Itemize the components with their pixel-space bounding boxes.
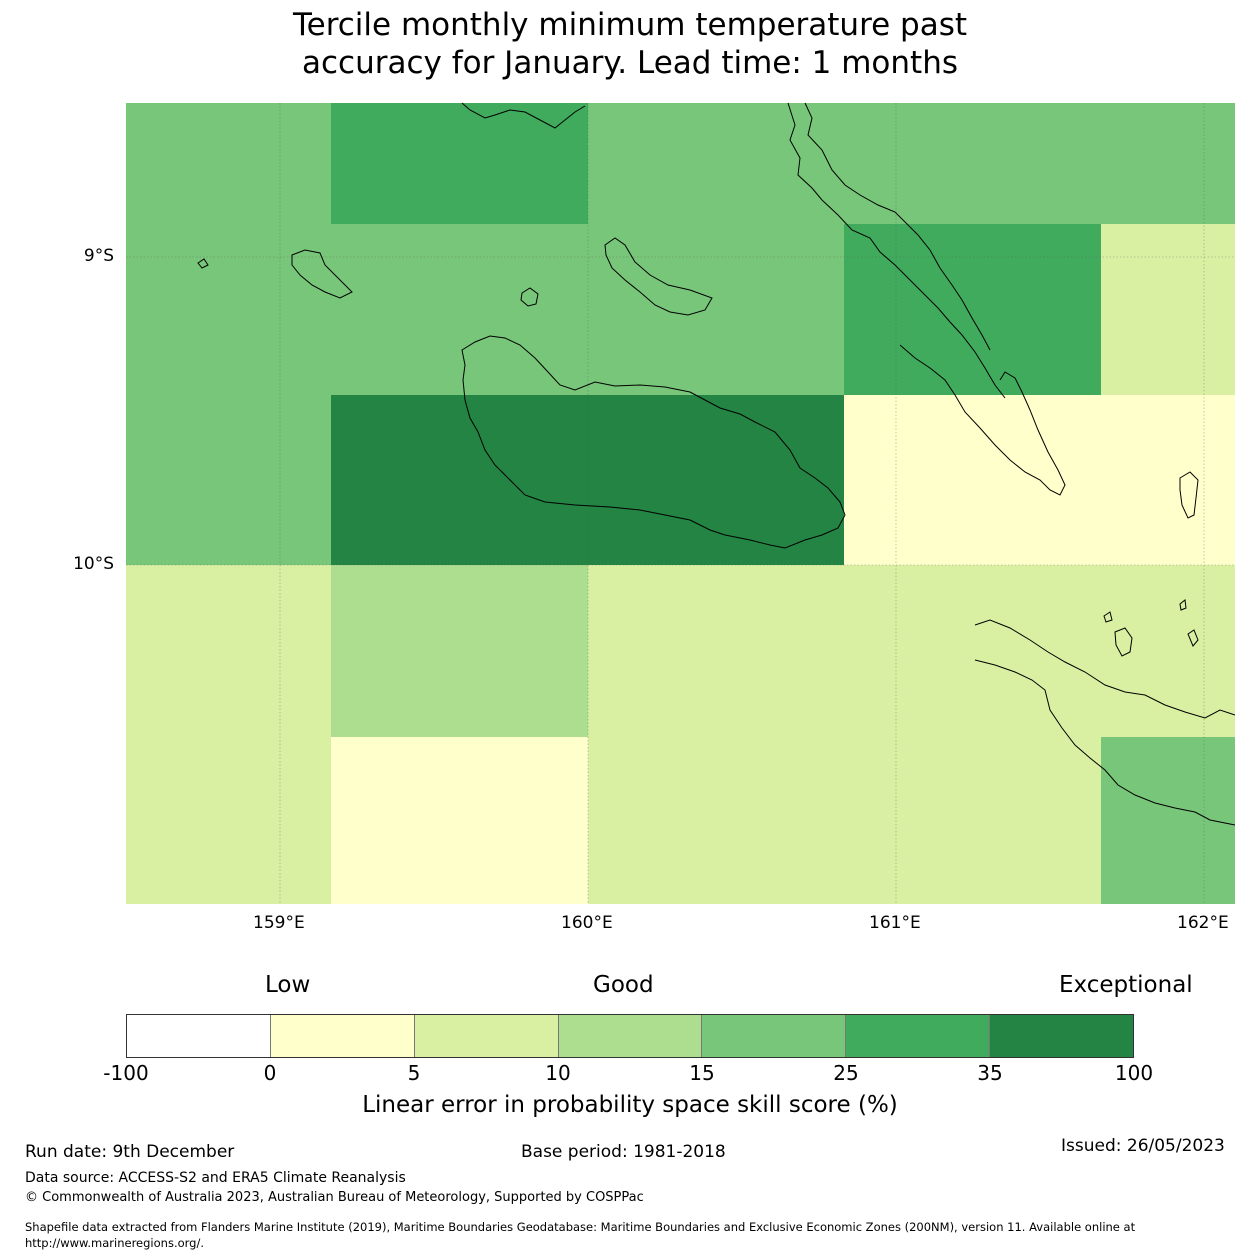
colorbar-bin [558,1015,703,1057]
lon-label-161e: 161°E [869,913,921,933]
skill-cell [1101,565,1235,737]
skill-cell [588,395,844,565]
colorbar-label: Linear error in probability space skill … [362,1092,898,1118]
coast-savo [520,287,539,307]
coast-islet-se-3 [1187,629,1199,647]
title-line-1: Tercile monthly minimum temperature past [292,7,968,43]
coast-islet-ne [1179,471,1199,519]
coast-russell-islands [291,249,353,299]
base-period: Base period: 1981-2018 [521,1142,726,1162]
skill-cell [1101,395,1235,565]
skill-cell [588,224,844,395]
issued-date: Issued: 26/05/2023 [1061,1136,1225,1156]
skill-map [126,102,1236,904]
colorbar-tick: 15 [689,1061,715,1085]
colorbar-bin [846,1015,991,1057]
coast-islet-se-1 [1103,611,1113,623]
category-exceptional: Exceptional [1059,972,1193,998]
skill-cell [588,103,844,224]
title-line-2: accuracy for January. Lead time: 1 month… [301,45,958,81]
skill-cell [1101,103,1235,224]
coast-malaita-north [787,102,1006,399]
skill-cell [844,565,1101,737]
coast-makira [974,619,1236,719]
colorbar-tick: 5 [407,1061,421,1085]
lon-label-162e: 162°E [1177,913,1229,933]
coastlines [197,102,1236,826]
skill-cell [126,737,331,904]
coast-guadalcanal [461,335,846,549]
lat-label-9s: 9°S [83,246,114,266]
run-date: Run date: 9th December [25,1142,235,1162]
colorbar-bin [414,1015,559,1057]
skill-cell [126,395,331,565]
skill-cell [331,395,588,565]
copyright: © Commonwealth of Australia 2023, Austra… [25,1190,644,1205]
skill-cell [588,565,844,737]
skill-cell [844,224,1101,395]
skill-cell [126,224,331,395]
colorbar-tick: 35 [977,1061,1003,1085]
lat-label-10s: 10°S [73,554,114,574]
colorbar [126,1014,1134,1058]
skill-cell [126,103,331,224]
skill-cell [844,103,1101,224]
colorbar-tick: 25 [833,1061,859,1085]
shapefile-credit-2: http://www.marineregions.org/. [25,1236,204,1250]
coast-malaita-west [804,102,991,351]
colorbar-tick: 0 [263,1061,277,1085]
colorbar-tick: 10 [545,1061,571,1085]
coast-florida-islands [604,237,713,316]
coast-malaita-south [899,344,1066,496]
colorbar-bin [127,1015,271,1057]
colorbar-bin [270,1015,415,1057]
skill-cell [331,565,588,737]
lon-label-160e: 160°E [561,913,613,933]
colorbar-bin [702,1015,847,1057]
skill-cell [1101,224,1235,395]
skill-grid [126,103,1235,904]
category-low: Low [265,972,311,998]
data-source: Data source: ACCESS-S2 and ERA5 Climate … [25,1170,406,1186]
skill-cell [331,103,588,224]
lon-label-159e: 159°E [253,913,305,933]
colorbar-tick: 100 [1114,1061,1154,1085]
map-title: Tercile monthly minimum temperature past… [0,6,1260,82]
coast-makira-south [974,659,1236,826]
skill-cell [126,565,331,737]
coast-ulawa [1114,627,1133,657]
skill-cell [588,737,844,904]
coast-santa-isabel-tip [461,102,586,129]
colorbar-bin [990,1015,1134,1057]
gridlines [126,103,1235,904]
skill-cell [331,737,588,904]
coast-small-islet-w [197,258,209,269]
shapefile-credit-1: Shapefile data extracted from Flanders M… [25,1220,1136,1234]
colorbar-tick: -100 [103,1061,149,1085]
category-good: Good [593,972,654,998]
skill-cell [331,224,588,395]
skill-cell [844,395,1101,565]
skill-cell [844,737,1101,904]
coast-islet-se-2 [1179,599,1187,611]
